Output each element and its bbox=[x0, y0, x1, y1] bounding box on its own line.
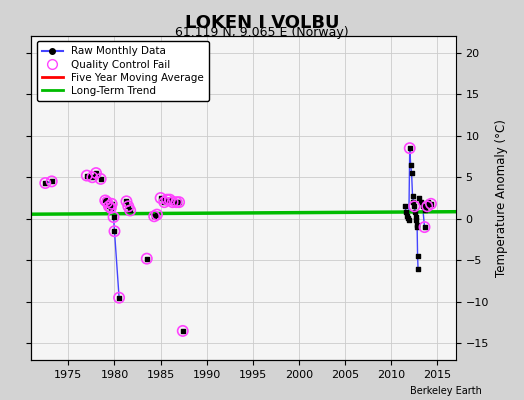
Point bbox=[411, 209, 420, 215]
Point bbox=[423, 203, 431, 210]
Text: LOKEN I VOLBU: LOKEN I VOLBU bbox=[185, 14, 339, 32]
Text: Berkeley Earth: Berkeley Earth bbox=[410, 386, 482, 396]
Point bbox=[105, 203, 113, 210]
Point bbox=[179, 328, 187, 334]
Point bbox=[166, 196, 174, 203]
Point bbox=[163, 196, 171, 203]
Point bbox=[92, 170, 100, 176]
Point bbox=[423, 203, 431, 210]
Point bbox=[143, 256, 151, 262]
Point bbox=[101, 197, 110, 204]
Point bbox=[406, 145, 414, 151]
Point bbox=[115, 294, 123, 301]
Point bbox=[143, 256, 151, 262]
Point bbox=[410, 203, 419, 210]
Point bbox=[403, 213, 411, 220]
Point bbox=[107, 201, 116, 207]
Y-axis label: Temperature Anomaly (°C): Temperature Anomaly (°C) bbox=[495, 119, 508, 277]
Point bbox=[88, 174, 96, 180]
Point bbox=[103, 199, 111, 205]
Point bbox=[405, 217, 413, 224]
Point bbox=[168, 199, 177, 205]
Point bbox=[150, 213, 158, 220]
Point bbox=[402, 209, 410, 215]
Legend: Raw Monthly Data, Quality Control Fail, Five Year Moving Average, Long-Term Tren: Raw Monthly Data, Quality Control Fail, … bbox=[37, 41, 209, 101]
Point bbox=[419, 203, 427, 210]
Point bbox=[412, 217, 420, 224]
Point bbox=[107, 201, 116, 207]
Point bbox=[427, 201, 435, 207]
Point bbox=[83, 172, 91, 179]
Point bbox=[110, 214, 118, 220]
Point bbox=[410, 203, 419, 210]
Point bbox=[124, 203, 133, 210]
Point bbox=[424, 199, 432, 205]
Point bbox=[413, 224, 421, 230]
Point bbox=[96, 176, 105, 182]
Point bbox=[420, 224, 429, 230]
Point bbox=[41, 180, 49, 186]
Point bbox=[152, 212, 161, 218]
Point bbox=[172, 199, 180, 205]
Point bbox=[411, 214, 420, 220]
Point bbox=[152, 212, 161, 218]
Point bbox=[407, 170, 416, 176]
Point bbox=[92, 170, 100, 176]
Point bbox=[150, 213, 158, 220]
Point bbox=[407, 162, 415, 168]
Point bbox=[166, 196, 174, 203]
Point bbox=[427, 201, 435, 207]
Point bbox=[106, 205, 115, 211]
Point bbox=[122, 198, 130, 204]
Point bbox=[417, 199, 425, 205]
Point bbox=[403, 215, 412, 221]
Point bbox=[110, 228, 118, 234]
Point bbox=[409, 199, 418, 205]
Point bbox=[110, 214, 118, 220]
Point bbox=[175, 199, 183, 205]
Point bbox=[420, 224, 429, 230]
Point bbox=[160, 199, 169, 205]
Point bbox=[106, 205, 115, 211]
Point bbox=[168, 199, 177, 205]
Point bbox=[414, 266, 422, 272]
Point bbox=[103, 199, 111, 205]
Point bbox=[48, 178, 56, 184]
Point bbox=[421, 207, 430, 214]
Point bbox=[110, 228, 118, 234]
Text: 61.119 N, 9.065 E (Norway): 61.119 N, 9.065 E (Norway) bbox=[175, 26, 349, 39]
Point bbox=[413, 253, 422, 259]
Point bbox=[105, 203, 113, 210]
Point bbox=[101, 197, 110, 204]
Point bbox=[415, 195, 423, 201]
Point bbox=[412, 222, 421, 229]
Point bbox=[157, 195, 165, 201]
Point bbox=[88, 174, 96, 180]
Point bbox=[124, 203, 133, 210]
Point bbox=[160, 199, 169, 205]
Point bbox=[157, 195, 165, 201]
Point bbox=[172, 199, 180, 205]
Point bbox=[126, 207, 134, 214]
Point bbox=[175, 199, 183, 205]
Point bbox=[179, 328, 187, 334]
Point bbox=[408, 192, 417, 199]
Point bbox=[122, 198, 130, 204]
Point bbox=[163, 196, 171, 203]
Point bbox=[83, 172, 91, 179]
Point bbox=[126, 207, 134, 214]
Point bbox=[115, 294, 123, 301]
Point bbox=[406, 145, 414, 151]
Point bbox=[48, 178, 56, 184]
Point bbox=[401, 203, 409, 210]
Point bbox=[96, 176, 105, 182]
Point bbox=[41, 180, 49, 186]
